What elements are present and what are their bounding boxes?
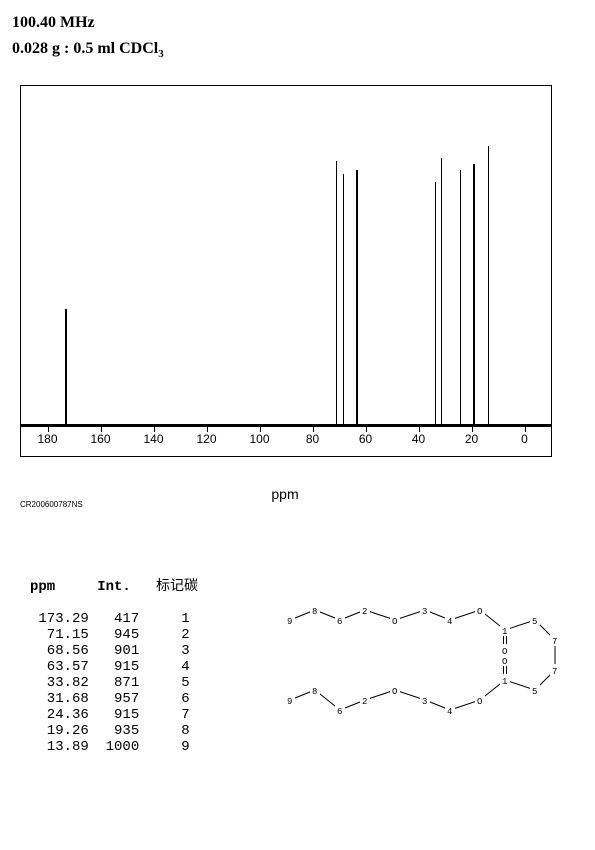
spectrum-peak xyxy=(460,170,462,426)
atom-label: 6 xyxy=(337,617,342,627)
spectrum-peak xyxy=(356,170,358,426)
peak-table: ppm Int. 标记碳 173.29 417 1 71.15 945 2 68… xyxy=(30,575,198,755)
header-line2: 0.028 g : 0.5 ml CDCl3 xyxy=(12,36,164,64)
spectrum-peak xyxy=(343,174,345,426)
atom-label: O xyxy=(477,697,482,707)
spectrum-peak xyxy=(473,164,475,426)
molecular-structure: 9862O34O1O579862O34O1O57 xyxy=(280,580,570,750)
atom-label: 4 xyxy=(447,707,452,717)
atom-label: 8 xyxy=(312,687,317,697)
atom-label: 9 xyxy=(287,697,292,707)
atom-label: 9 xyxy=(287,617,292,627)
spectrum-peak xyxy=(336,161,338,426)
axis-tick-label: 140 xyxy=(143,432,163,446)
spectrum-header: 100.40 MHz 0.028 g : 0.5 ml CDCl3 xyxy=(12,10,164,63)
axis-tick-label: 20 xyxy=(465,432,478,446)
header-line1: 100.40 MHz xyxy=(12,10,164,36)
x-axis: 180 160 140 120 100 80 60 40 20 0 xyxy=(21,426,551,444)
atom-label: 7 xyxy=(552,667,557,677)
axis-tick-label: 60 xyxy=(359,432,372,446)
axis-tick-label: 120 xyxy=(196,432,216,446)
axis-tick-label: 160 xyxy=(90,432,110,446)
spectrum-peak xyxy=(65,309,67,426)
atom-label: 5 xyxy=(532,687,537,697)
atom-label: 4 xyxy=(447,617,452,627)
axis-tick-label: 40 xyxy=(412,432,425,446)
axis-tick-label: 80 xyxy=(306,432,319,446)
atom-label: 3 xyxy=(422,697,427,707)
atom-label: 8 xyxy=(312,607,317,617)
atom-label: O xyxy=(392,687,397,697)
atom-label: 7 xyxy=(552,637,557,647)
atom-label: O xyxy=(477,607,482,617)
nmr-spectrum: 180 160 140 120 100 80 60 40 20 0 xyxy=(20,85,552,457)
spectrum-peak xyxy=(488,146,490,426)
atom-label: O xyxy=(502,657,507,667)
atom-label: 3 xyxy=(422,607,427,617)
axis-tick-label: 180 xyxy=(37,432,57,446)
spectrum-peak xyxy=(435,182,437,426)
axis-tick-label: 0 xyxy=(521,432,528,446)
atom-label: 2 xyxy=(362,697,367,707)
reference-code: CR200600787NS xyxy=(20,500,83,509)
atom-label: 6 xyxy=(337,707,342,717)
spectrum-peak xyxy=(441,158,443,426)
atom-label: 5 xyxy=(532,617,537,627)
atom-label: O xyxy=(392,617,397,627)
atom-label: 1 xyxy=(502,627,507,637)
x-axis-label: ppm xyxy=(0,486,570,502)
axis-tick-label: 100 xyxy=(249,432,269,446)
atom-label: 1 xyxy=(502,677,507,687)
atom-label: 2 xyxy=(362,607,367,617)
